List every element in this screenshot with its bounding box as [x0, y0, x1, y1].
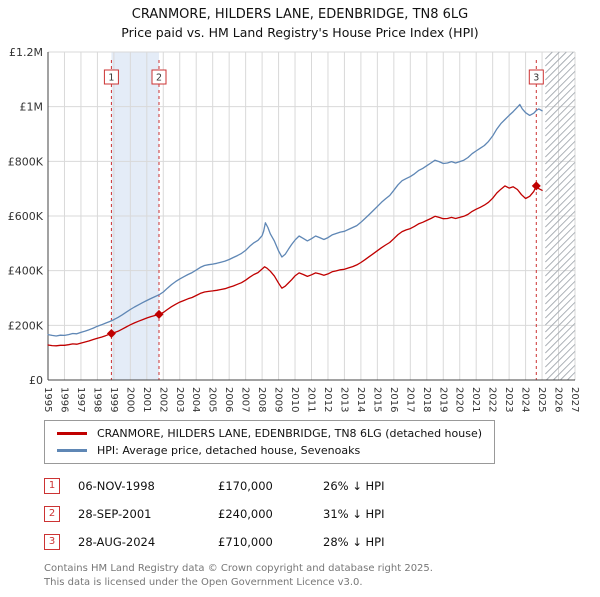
svg-text:2023: 2023 — [503, 387, 514, 412]
transaction-hpi-delta: 28% ↓ HPI — [323, 535, 385, 549]
transactions-table: 1 06-NOV-1998 £170,000 26% ↓ HPI 2 28-SE… — [44, 478, 600, 550]
svg-text:1997: 1997 — [75, 387, 86, 412]
legend-label-property: CRANMORE, HILDERS LANE, EDENBRIDGE, TN8 … — [97, 427, 483, 440]
legend-item-property: CRANMORE, HILDERS LANE, EDENBRIDGE, TN8 … — [57, 425, 482, 442]
svg-text:2018: 2018 — [421, 387, 432, 412]
blue-line-swatch — [57, 449, 87, 452]
svg-text:2006: 2006 — [223, 387, 234, 412]
svg-text:2020: 2020 — [454, 387, 465, 412]
svg-text:2012: 2012 — [322, 387, 333, 412]
transaction-price: £240,000 — [218, 507, 273, 521]
chart-title: CRANMORE, HILDERS LANE, EDENBRIDGE, TN8 … — [131, 7, 469, 22]
transaction-number-badge: 2 — [44, 506, 60, 522]
svg-text:£0: £0 — [29, 374, 43, 387]
footer-line2: This data is licensed under the Open Gov… — [44, 576, 363, 588]
svg-text:1: 1 — [108, 73, 114, 84]
chart-subtitle: Price paid vs. HM Land Registry's House … — [121, 25, 479, 40]
svg-text:1998: 1998 — [91, 387, 102, 412]
chart-legend: CRANMORE, HILDERS LANE, EDENBRIDGE, TN8 … — [44, 420, 496, 464]
svg-text:2013: 2013 — [338, 387, 349, 412]
transaction-hpi-delta: 26% ↓ HPI — [323, 479, 385, 493]
svg-text:2004: 2004 — [190, 387, 201, 412]
svg-text:1996: 1996 — [58, 387, 69, 412]
transaction-date: 28-SEP-2001 — [78, 507, 152, 521]
svg-text:2017: 2017 — [404, 387, 415, 412]
transaction-price: £710,000 — [218, 535, 273, 549]
svg-text:1995: 1995 — [42, 387, 53, 412]
svg-text:2015: 2015 — [371, 387, 382, 412]
svg-text:£600K: £600K — [8, 210, 44, 223]
svg-text:£200K: £200K — [8, 319, 44, 332]
svg-text:2009: 2009 — [273, 387, 284, 412]
svg-text:2026: 2026 — [553, 387, 564, 412]
transaction-number-badge: 1 — [44, 478, 60, 494]
svg-text:2002: 2002 — [157, 387, 168, 412]
svg-text:£800K: £800K — [8, 155, 44, 168]
footer-line1: Contains HM Land Registry data © Crown c… — [44, 563, 433, 574]
transaction-date: 06-NOV-1998 — [78, 479, 155, 493]
transaction-hpi-delta: 31% ↓ HPI — [323, 507, 385, 521]
svg-text:2016: 2016 — [388, 387, 399, 412]
license-note: Contains HM Land Registry data © Crown c… — [44, 562, 600, 589]
price-history-chart: £0 £200K £400K £600K £800K £1M £1.2M 1995 1996 19… — [8, 46, 580, 412]
svg-text:2027: 2027 — [569, 387, 580, 412]
svg-text:£400K: £400K — [8, 265, 44, 278]
transaction-date: 28-AUG-2024 — [78, 535, 156, 549]
svg-text:2003: 2003 — [174, 387, 185, 412]
transaction-price: £170,000 — [218, 479, 273, 493]
transaction-row-3: 3 28-AUG-2024 £710,000 28% ↓ HPI — [44, 534, 600, 550]
transaction-number-badge: 3 — [44, 534, 60, 550]
svg-text:3: 3 — [533, 73, 539, 84]
svg-text:2014: 2014 — [355, 387, 366, 412]
svg-text:2005: 2005 — [207, 387, 218, 412]
svg-text:2008: 2008 — [256, 387, 267, 412]
svg-text:2019: 2019 — [437, 387, 448, 412]
svg-text:1999: 1999 — [108, 387, 119, 412]
svg-text:2007: 2007 — [240, 387, 251, 412]
svg-text:2024: 2024 — [520, 387, 531, 412]
red-line-swatch — [57, 432, 87, 435]
legend-item-hpi: HPI: Average price, detached house, Seve… — [57, 442, 482, 459]
svg-text:2021: 2021 — [470, 387, 481, 412]
legend-label-hpi: HPI: Average price, detached house, Seve… — [97, 444, 361, 457]
svg-text:2022: 2022 — [487, 387, 498, 412]
svg-text:2000: 2000 — [124, 387, 135, 412]
svg-text:2001: 2001 — [141, 387, 152, 412]
page: CRANMORE, HILDERS LANE, EDENBRIDGE, TN8 … — [0, 7, 600, 589]
svg-text:2010: 2010 — [289, 387, 300, 412]
svg-text:2011: 2011 — [306, 387, 317, 412]
transaction-row-2: 2 28-SEP-2001 £240,000 31% ↓ HPI — [44, 506, 600, 522]
svg-text:£1.2M: £1.2M — [9, 46, 43, 59]
svg-text:2025: 2025 — [536, 387, 547, 412]
transaction-row-1: 1 06-NOV-1998 £170,000 26% ↓ HPI — [44, 478, 600, 494]
svg-text:2: 2 — [156, 73, 162, 84]
svg-text:£1M: £1M — [20, 101, 44, 114]
